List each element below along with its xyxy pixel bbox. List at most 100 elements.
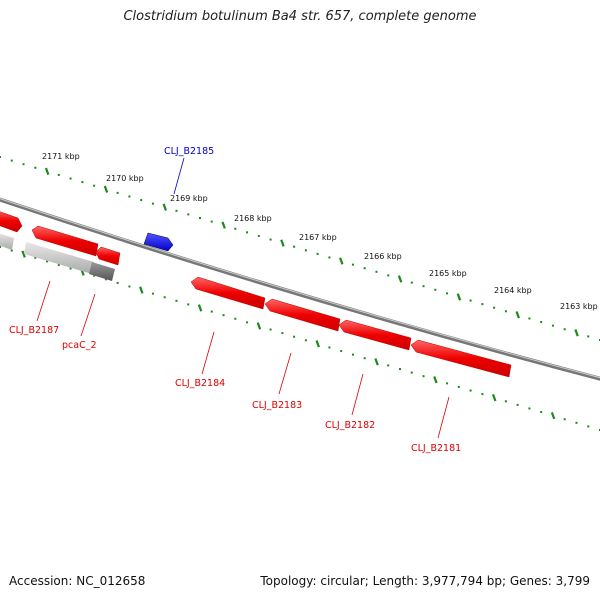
inner-ruler-dot <box>269 328 272 331</box>
inner-ruler-dot <box>210 310 213 313</box>
tick-label: 2168 kbp <box>234 214 272 223</box>
inner-ruler-dot <box>187 303 190 306</box>
inner-ruler-dot <box>34 256 37 259</box>
tick-label: 2166 kbp <box>364 252 402 261</box>
outer-ruler-dot <box>0 156 1 158</box>
inner-ruler-dot <box>57 263 60 266</box>
leader-CLJ_B2187 <box>36 280 51 322</box>
outer-ruler-dot <box>328 256 331 259</box>
gene-pseudo-dark <box>89 262 115 281</box>
outer-ruler-dot <box>551 324 554 327</box>
leader-CLJ_B2181 <box>437 396 450 439</box>
outer-ruler-dot <box>187 213 190 216</box>
inner-ruler-dot <box>151 292 154 295</box>
outer-ruler-dot <box>540 321 543 324</box>
inner-ruler-dot <box>0 246 1 248</box>
genome-backbone <box>0 197 600 381</box>
scale-tick-labels: 2171 kbp 2170 kbp 2169 kbp 2168 kbp 2167 kbp… <box>42 152 598 311</box>
gene-arrow-CLJ_B2184[interactable] <box>190 276 266 310</box>
outer-ruler-dot <box>434 288 437 291</box>
inner-ruler-dot <box>340 350 343 353</box>
inner-ruler-dot <box>222 314 225 317</box>
outer-ruler-major-tick <box>280 239 285 247</box>
outer-ruler-dot <box>22 163 25 166</box>
gene-arrow-CLJ_B2183[interactable] <box>264 298 341 332</box>
outer-ruler-dot <box>234 227 237 230</box>
outer-ruler-dot <box>446 292 449 295</box>
inner-ruler-dot <box>293 335 296 338</box>
inner-scale-ruler <box>0 246 600 431</box>
outer-ruler-dot <box>269 238 272 241</box>
inner-ruler-dot <box>328 346 331 349</box>
gene-arrow-CLJ_B2181[interactable] <box>410 339 512 378</box>
gene-arrow-CLJ_B2185[interactable] <box>143 232 174 252</box>
outer-ruler-dot <box>140 199 143 202</box>
outer-ruler-dot <box>128 195 131 198</box>
outer-ruler-dot <box>481 303 484 306</box>
outer-ruler-dot <box>410 281 413 284</box>
outer-ruler-major-tick <box>339 257 344 265</box>
inner-ruler-dot <box>410 371 413 374</box>
inner-ruler-dot <box>516 403 519 406</box>
gene-label-pcaC_2[interactable]: pcaC_2 <box>62 340 97 351</box>
outer-ruler-dot <box>81 181 84 184</box>
inner-ruler-dot <box>563 418 566 421</box>
outer-ruler-dot <box>199 217 201 219</box>
outer-ruler-dot <box>493 306 496 309</box>
leader-pcaC_2 <box>80 293 96 337</box>
gene-arrow-small[interactable] <box>95 246 121 266</box>
inner-ruler-major-tick <box>374 358 379 366</box>
inner-ruler-dot <box>469 389 472 392</box>
inner-ruler-dot <box>46 260 49 263</box>
inner-ruler-dot <box>304 339 307 342</box>
gene-arrow-partial[interactable] <box>0 210 23 233</box>
inner-ruler-major-tick <box>21 250 26 258</box>
outer-ruler-major-tick <box>456 293 462 301</box>
outer-ruler-major-tick <box>574 329 579 337</box>
inner-ruler-dot <box>175 299 178 302</box>
genome-backbone-highlight <box>0 198 600 379</box>
inner-ruler-dot <box>457 385 460 388</box>
tick-label: 2170 kbp <box>106 174 144 183</box>
inner-ruler-dot <box>281 332 284 335</box>
outer-ruler-dot <box>375 270 378 273</box>
inner-ruler-dot <box>399 368 401 370</box>
gene-label-CLJ_B2183[interactable]: CLJ_B2183 <box>252 400 302 411</box>
tick-label: 2171 kbp <box>42 152 80 161</box>
gene-label-CLJ_B2187[interactable]: CLJ_B2187 <box>9 325 59 336</box>
inner-ruler-major-tick <box>256 322 262 330</box>
gene-label-CLJ_B2181[interactable]: CLJ_B2181 <box>411 443 461 454</box>
inner-ruler-major-tick <box>197 304 203 312</box>
outer-ruler-major-tick <box>44 167 50 175</box>
inner-ruler-dot <box>387 364 390 367</box>
outer-ruler-dot <box>316 252 319 255</box>
outer-ruler-dot <box>304 249 307 252</box>
leader-CLJ_B2183 <box>278 352 292 395</box>
outer-ruler-dot <box>422 285 425 288</box>
outer-ruler-dot <box>563 328 566 331</box>
outer-ruler-dot <box>151 202 154 205</box>
inner-ruler-dot <box>446 382 449 385</box>
outer-scale-ruler <box>0 156 600 341</box>
outer-ruler-dot <box>363 267 366 270</box>
outer-ruler-dot <box>587 335 590 338</box>
tick-label: 2167 kbp <box>299 233 337 242</box>
inner-ruler-dot <box>422 375 425 378</box>
gene-label-CLJ_B2184[interactable]: CLJ_B2184 <box>175 378 225 389</box>
outer-ruler-dot <box>69 177 72 180</box>
inner-ruler-dot <box>116 281 119 284</box>
map-title: Clostridium botulinum Ba4 str. 657, comp… <box>123 9 477 24</box>
inner-ruler-major-tick <box>550 411 556 420</box>
gene-features <box>0 210 512 378</box>
inner-ruler-major-tick <box>315 340 320 348</box>
tick-label: 2164 kbp <box>494 286 532 295</box>
inner-ruler-major-tick <box>433 376 438 384</box>
gene-arrow-CLJ_B2182[interactable] <box>338 319 412 351</box>
topology-summary: Topology: circular; Length: 3,977,794 bp… <box>260 574 590 588</box>
gene-arrow-CLJ_B2187[interactable] <box>31 225 99 257</box>
gene-label-CLJ_B2185[interactable]: CLJ_B2185 <box>164 146 214 157</box>
gene-label-CLJ_B2182[interactable]: CLJ_B2182 <box>325 420 375 431</box>
inner-ruler-dot <box>528 407 531 410</box>
outer-ruler-dot <box>210 220 213 223</box>
